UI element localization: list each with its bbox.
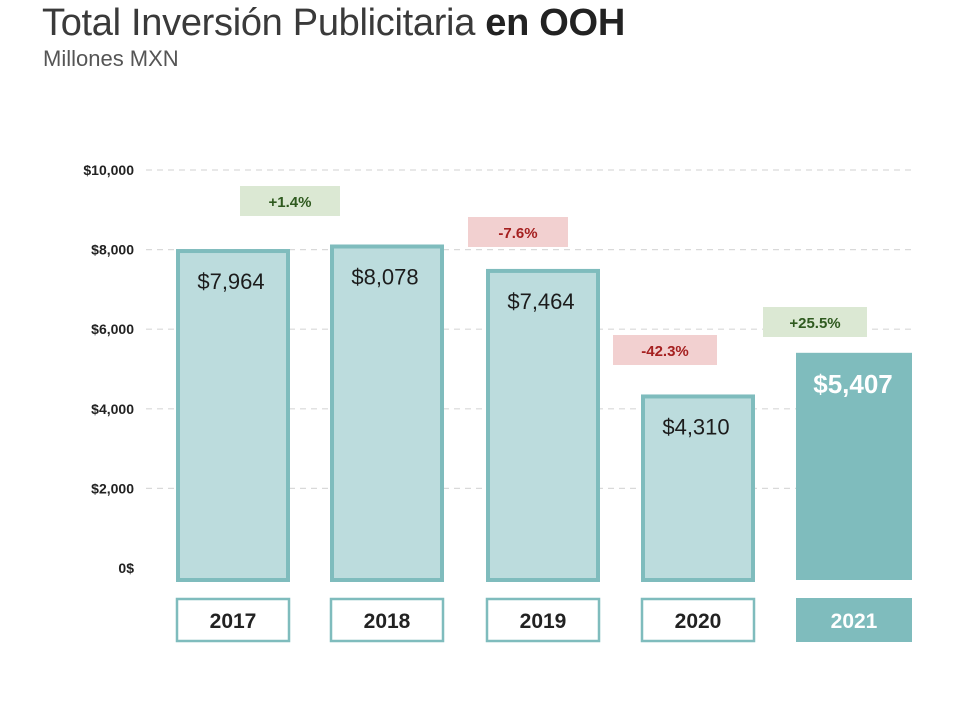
y-tick-label: $6,000 xyxy=(91,321,134,337)
year-box-2021 xyxy=(796,598,912,642)
change-badges: +1.4% -7.6% -42.3% +25.5% xyxy=(240,186,867,365)
year-label-2017: 2017 xyxy=(210,610,257,633)
title-regular: Total Inversión Publicitaria xyxy=(42,2,486,44)
year-label-2021: 2021 xyxy=(831,610,878,633)
year-box-2017 xyxy=(175,597,291,643)
bar-2021 xyxy=(796,352,912,580)
change-label: -7.6% xyxy=(498,225,537,242)
change-badge-bg xyxy=(240,186,340,216)
y-tick-label: $2,000 xyxy=(91,480,134,496)
change-badge-bg xyxy=(468,217,568,247)
chart-subtitle: Millones MXN xyxy=(43,46,179,71)
title-bold: en OOH xyxy=(485,2,625,44)
year-box-2020 xyxy=(640,597,756,643)
change-label: -42.3% xyxy=(641,343,689,360)
y-tick-label: $4,000 xyxy=(91,401,134,417)
year-box-2019 xyxy=(485,597,601,643)
y-tick-label: 0$ xyxy=(118,560,134,576)
value-label-2021: $5,407 xyxy=(813,369,893,399)
change-badge-bg xyxy=(613,335,717,365)
y-tick-label: $8,000 xyxy=(91,242,134,258)
value-label-2020: $4,310 xyxy=(662,414,729,439)
year-labels: 2017 2018 2019 2020 2021 xyxy=(175,597,912,643)
chart-title: Total Inversión Publicitaria en OOH xyxy=(42,2,625,45)
bars: $7,964 $8,078 $7,464 $4,310 $5,407 xyxy=(176,244,912,582)
bar-2017 xyxy=(176,249,290,582)
value-label-2018: $8,078 xyxy=(351,264,418,289)
bar-2020 xyxy=(641,394,755,582)
year-box-2018 xyxy=(329,597,445,643)
y-axis-ticks: 0$ $2,000 $4,000 $6,000 $8,000 $10,000 xyxy=(83,162,134,576)
bar-2019 xyxy=(486,268,600,582)
bar-2018 xyxy=(330,244,444,582)
year-label-2019: 2019 xyxy=(520,610,567,633)
year-label-2018: 2018 xyxy=(364,610,411,633)
change-label: +1.4% xyxy=(269,194,312,211)
change-label: +25.5% xyxy=(789,315,840,332)
value-label-2019: $7,464 xyxy=(507,289,574,314)
y-tick-label: $10,000 xyxy=(83,162,134,178)
change-badge-bg xyxy=(763,307,867,337)
value-label-2017: $7,964 xyxy=(197,269,264,294)
year-label-2020: 2020 xyxy=(675,610,722,633)
